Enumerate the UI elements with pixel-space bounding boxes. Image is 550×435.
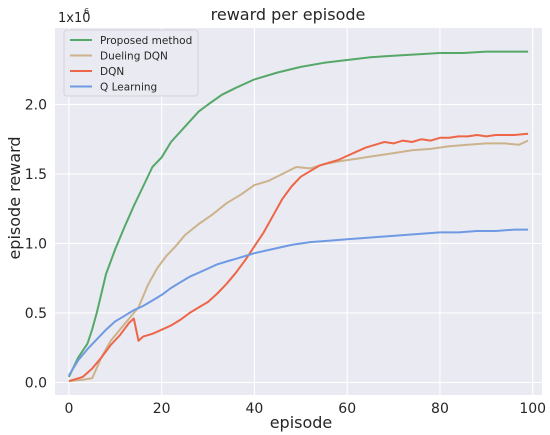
x-tick-label: 20 bbox=[153, 401, 171, 417]
series-line-2 bbox=[68, 139, 529, 383]
x-tick-label: 80 bbox=[431, 401, 449, 417]
y-tick-label: 1.5 bbox=[25, 167, 47, 183]
series-lines bbox=[67, 50, 529, 383]
x-tick-label: 60 bbox=[338, 401, 356, 417]
x-tick-label: 40 bbox=[246, 401, 264, 417]
x-axis-ticks: 0 20 40 60 80 100 bbox=[64, 401, 546, 417]
y-tick-label: 1.0 bbox=[25, 236, 47, 252]
legend-box bbox=[63, 29, 199, 97]
x-tick-label: 0 bbox=[64, 401, 73, 417]
y-scale-offset: 1x10 6 bbox=[58, 7, 91, 26]
x-tick-label: 100 bbox=[519, 401, 546, 417]
y-tick-label: 0.5 bbox=[25, 306, 47, 322]
series-line-3 bbox=[68, 132, 529, 383]
legend-label: DQN bbox=[100, 66, 124, 78]
x-axis-label: episode bbox=[270, 413, 333, 432]
series-line-4 bbox=[68, 228, 529, 377]
y-tick-label: 2.0 bbox=[25, 97, 47, 113]
y-scale-base: 1x10 bbox=[58, 11, 91, 26]
series-line-1 bbox=[67, 50, 529, 378]
legend-label: Q Learning bbox=[100, 82, 157, 94]
legend-label: Proposed method bbox=[100, 35, 192, 47]
y-axis-ticks: 0.0 0.5 1.0 1.5 2.0 bbox=[25, 97, 47, 391]
chart-title: reward per episode bbox=[211, 5, 366, 24]
y-tick-label: 0.0 bbox=[25, 375, 47, 391]
y-axis-label: episode reward bbox=[5, 136, 24, 259]
grid-lines bbox=[55, 28, 542, 395]
y-scale-exponent: 6 bbox=[84, 7, 89, 16]
legend: Proposed method Dueling DQN DQN Q Learning bbox=[63, 29, 199, 97]
legend-label: Dueling DQN bbox=[100, 51, 168, 63]
